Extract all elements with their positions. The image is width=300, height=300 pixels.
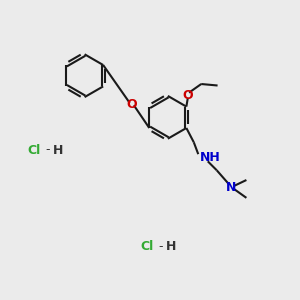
Text: NH: NH bbox=[200, 151, 220, 164]
Text: -: - bbox=[158, 240, 163, 253]
Text: O: O bbox=[182, 89, 193, 102]
Text: H: H bbox=[166, 240, 176, 253]
Text: H: H bbox=[53, 143, 63, 157]
Text: -: - bbox=[45, 143, 50, 157]
Text: Cl: Cl bbox=[140, 240, 154, 253]
Text: N: N bbox=[226, 181, 236, 194]
Text: Cl: Cl bbox=[28, 143, 41, 157]
Text: O: O bbox=[126, 98, 137, 111]
